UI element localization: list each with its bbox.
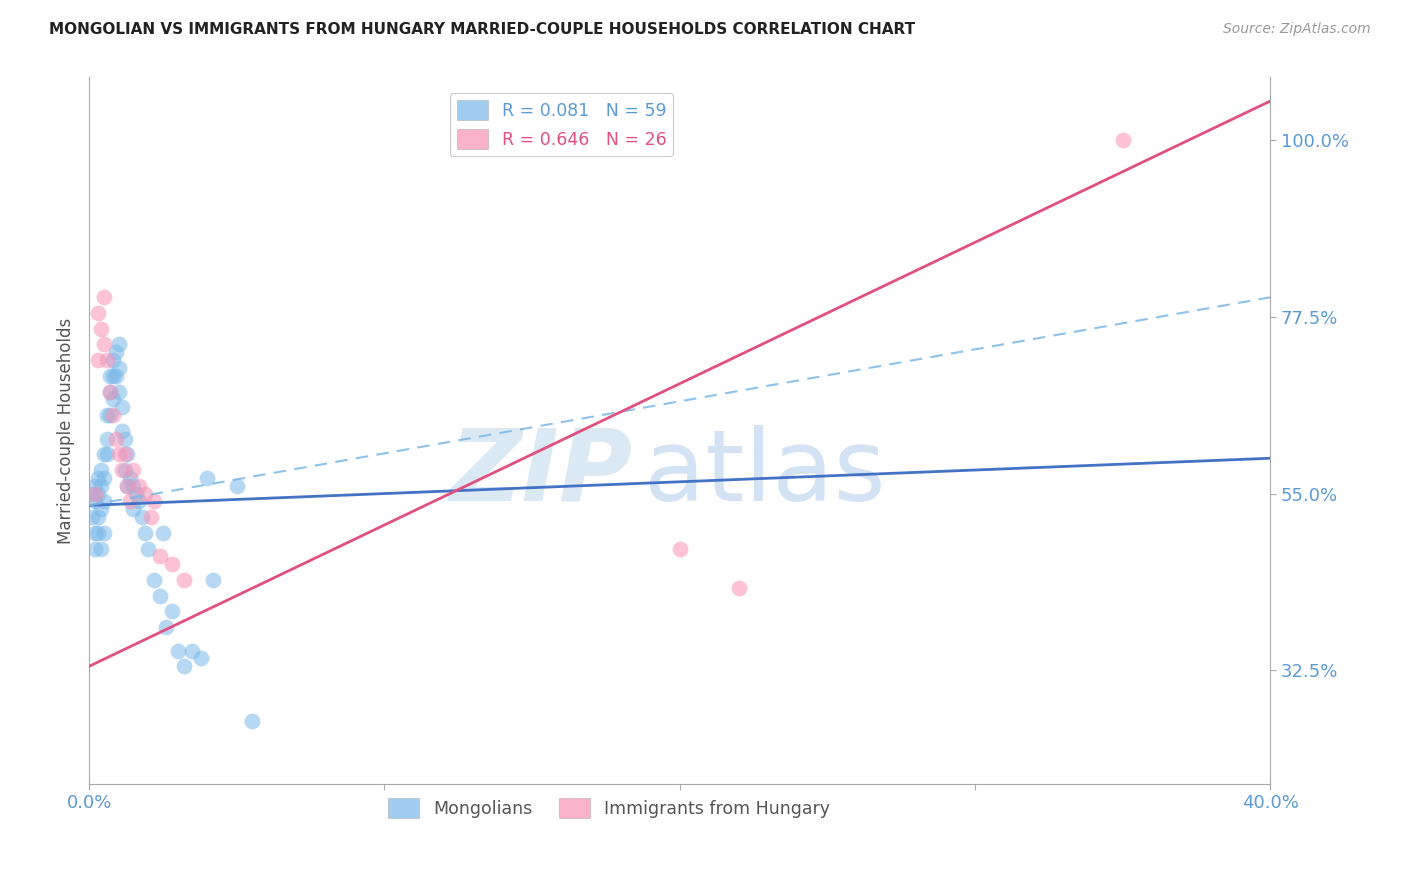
Point (143, 494, 166, 508)
Point (114, 463, 136, 477)
Point (80, 486, 103, 500)
Point (104, 432, 127, 446)
Point (240, 714, 263, 729)
Point (104, 368, 127, 383)
Point (87, 353, 110, 368)
Point (84, 479, 107, 493)
Point (190, 651, 212, 665)
Point (1112, 133, 1135, 147)
Point (117, 479, 139, 493)
Text: ZIP: ZIP (450, 425, 633, 522)
Point (195, 471, 218, 485)
Point (90, 479, 112, 493)
Point (122, 502, 145, 516)
Point (114, 447, 136, 461)
Point (87, 471, 110, 485)
Point (107, 360, 129, 375)
Point (84, 486, 107, 500)
Point (96, 353, 118, 368)
Point (107, 384, 129, 399)
Point (155, 620, 177, 634)
Point (139, 510, 162, 524)
Point (120, 494, 142, 508)
Point (93, 525, 115, 540)
Point (98, 408, 121, 422)
Point (96, 432, 118, 446)
Y-axis label: Married-couple Households: Married-couple Households (58, 318, 75, 544)
Point (122, 479, 145, 493)
Point (80, 510, 103, 524)
Point (225, 479, 247, 493)
Point (101, 392, 124, 407)
Point (98, 384, 121, 399)
Point (93, 494, 115, 508)
Point (668, 541, 690, 556)
Point (93, 471, 115, 485)
Point (117, 479, 139, 493)
Point (120, 471, 142, 485)
Point (122, 463, 145, 477)
Point (93, 290, 115, 304)
Point (87, 486, 110, 500)
Point (84, 541, 107, 556)
Point (87, 306, 110, 320)
Point (152, 525, 174, 540)
Point (107, 447, 129, 461)
Point (110, 463, 132, 477)
Point (166, 643, 188, 657)
Point (134, 486, 156, 500)
Point (128, 494, 150, 508)
Point (149, 549, 172, 564)
Point (90, 321, 112, 335)
Point (84, 525, 107, 540)
Point (90, 502, 112, 516)
Point (101, 408, 124, 422)
Point (110, 401, 132, 415)
Point (173, 659, 195, 673)
Point (134, 525, 156, 540)
Point (101, 368, 124, 383)
Point (727, 581, 749, 595)
Legend: Mongolians, Immigrants from Hungary: Mongolians, Immigrants from Hungary (381, 791, 837, 825)
Point (90, 463, 112, 477)
Point (117, 447, 139, 461)
Point (90, 541, 112, 556)
Point (98, 368, 121, 383)
Text: Source: ZipAtlas.com: Source: ZipAtlas.com (1223, 22, 1371, 37)
Point (98, 384, 121, 399)
Point (136, 541, 159, 556)
Point (96, 447, 118, 461)
Point (149, 589, 172, 603)
Point (173, 573, 195, 587)
Point (107, 337, 129, 351)
Point (93, 337, 115, 351)
Point (160, 558, 183, 572)
Point (125, 486, 148, 500)
Point (87, 510, 110, 524)
Point (93, 447, 115, 461)
Point (104, 345, 127, 359)
Point (110, 424, 132, 438)
Point (160, 604, 183, 618)
Point (87, 525, 110, 540)
Point (143, 573, 166, 587)
Point (131, 510, 153, 524)
Point (114, 432, 136, 446)
Point (181, 643, 204, 657)
Point (202, 573, 225, 587)
Point (128, 479, 150, 493)
Text: MONGOLIAN VS IMMIGRANTS FROM HUNGARY MARRIED-COUPLE HOUSEHOLDS CORRELATION CHART: MONGOLIAN VS IMMIGRANTS FROM HUNGARY MAR… (49, 22, 915, 37)
Point (96, 408, 118, 422)
Point (101, 353, 124, 368)
Text: atlas: atlas (644, 425, 886, 522)
Point (84, 494, 107, 508)
